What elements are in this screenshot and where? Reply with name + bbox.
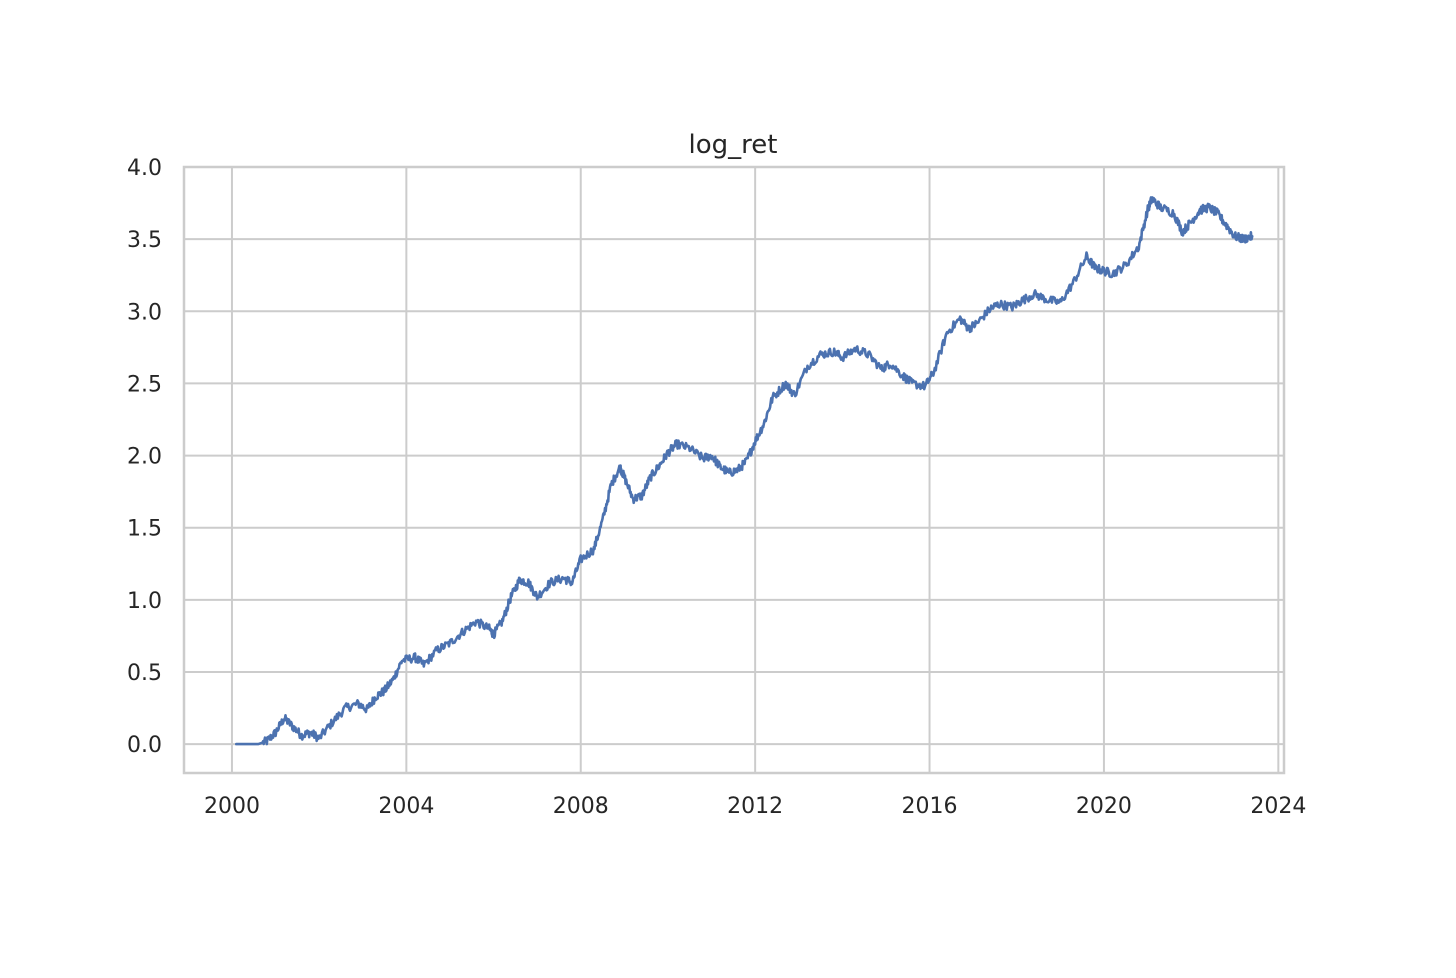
x-tick-label: 2020	[1076, 794, 1132, 819]
y-tick-label: 1.0	[127, 589, 162, 614]
x-tick-label: 2004	[378, 794, 434, 819]
y-tick-label: 3.0	[127, 300, 162, 325]
y-tick-label: 4.0	[127, 156, 162, 181]
y-tick-label: 0.0	[127, 733, 162, 758]
y-axis-ticks: 0.0 0.5 1.0 1.5 2.0 2.5 3.0 3.5 4.0	[127, 156, 162, 758]
y-tick-label: 0.5	[127, 661, 162, 686]
chart-title: log_ret	[689, 130, 778, 160]
x-tick-label: 2012	[727, 794, 783, 819]
x-tick-label: 2008	[553, 794, 609, 819]
y-tick-label: 1.5	[127, 517, 162, 542]
x-tick-label: 2016	[902, 794, 958, 819]
grid-lines	[184, 166, 1284, 773]
x-axis-ticks: 2000 2004 2008 2012 2016 2020 2024	[204, 794, 1306, 819]
x-tick-label: 2000	[204, 794, 260, 819]
x-tick-label: 2024	[1250, 794, 1306, 819]
y-tick-label: 2.0	[127, 445, 162, 470]
series-line	[235, 196, 1254, 746]
y-tick-label: 3.5	[127, 228, 162, 253]
y-tick-label: 2.5	[127, 372, 162, 397]
plot-frame	[182, 165, 1286, 775]
